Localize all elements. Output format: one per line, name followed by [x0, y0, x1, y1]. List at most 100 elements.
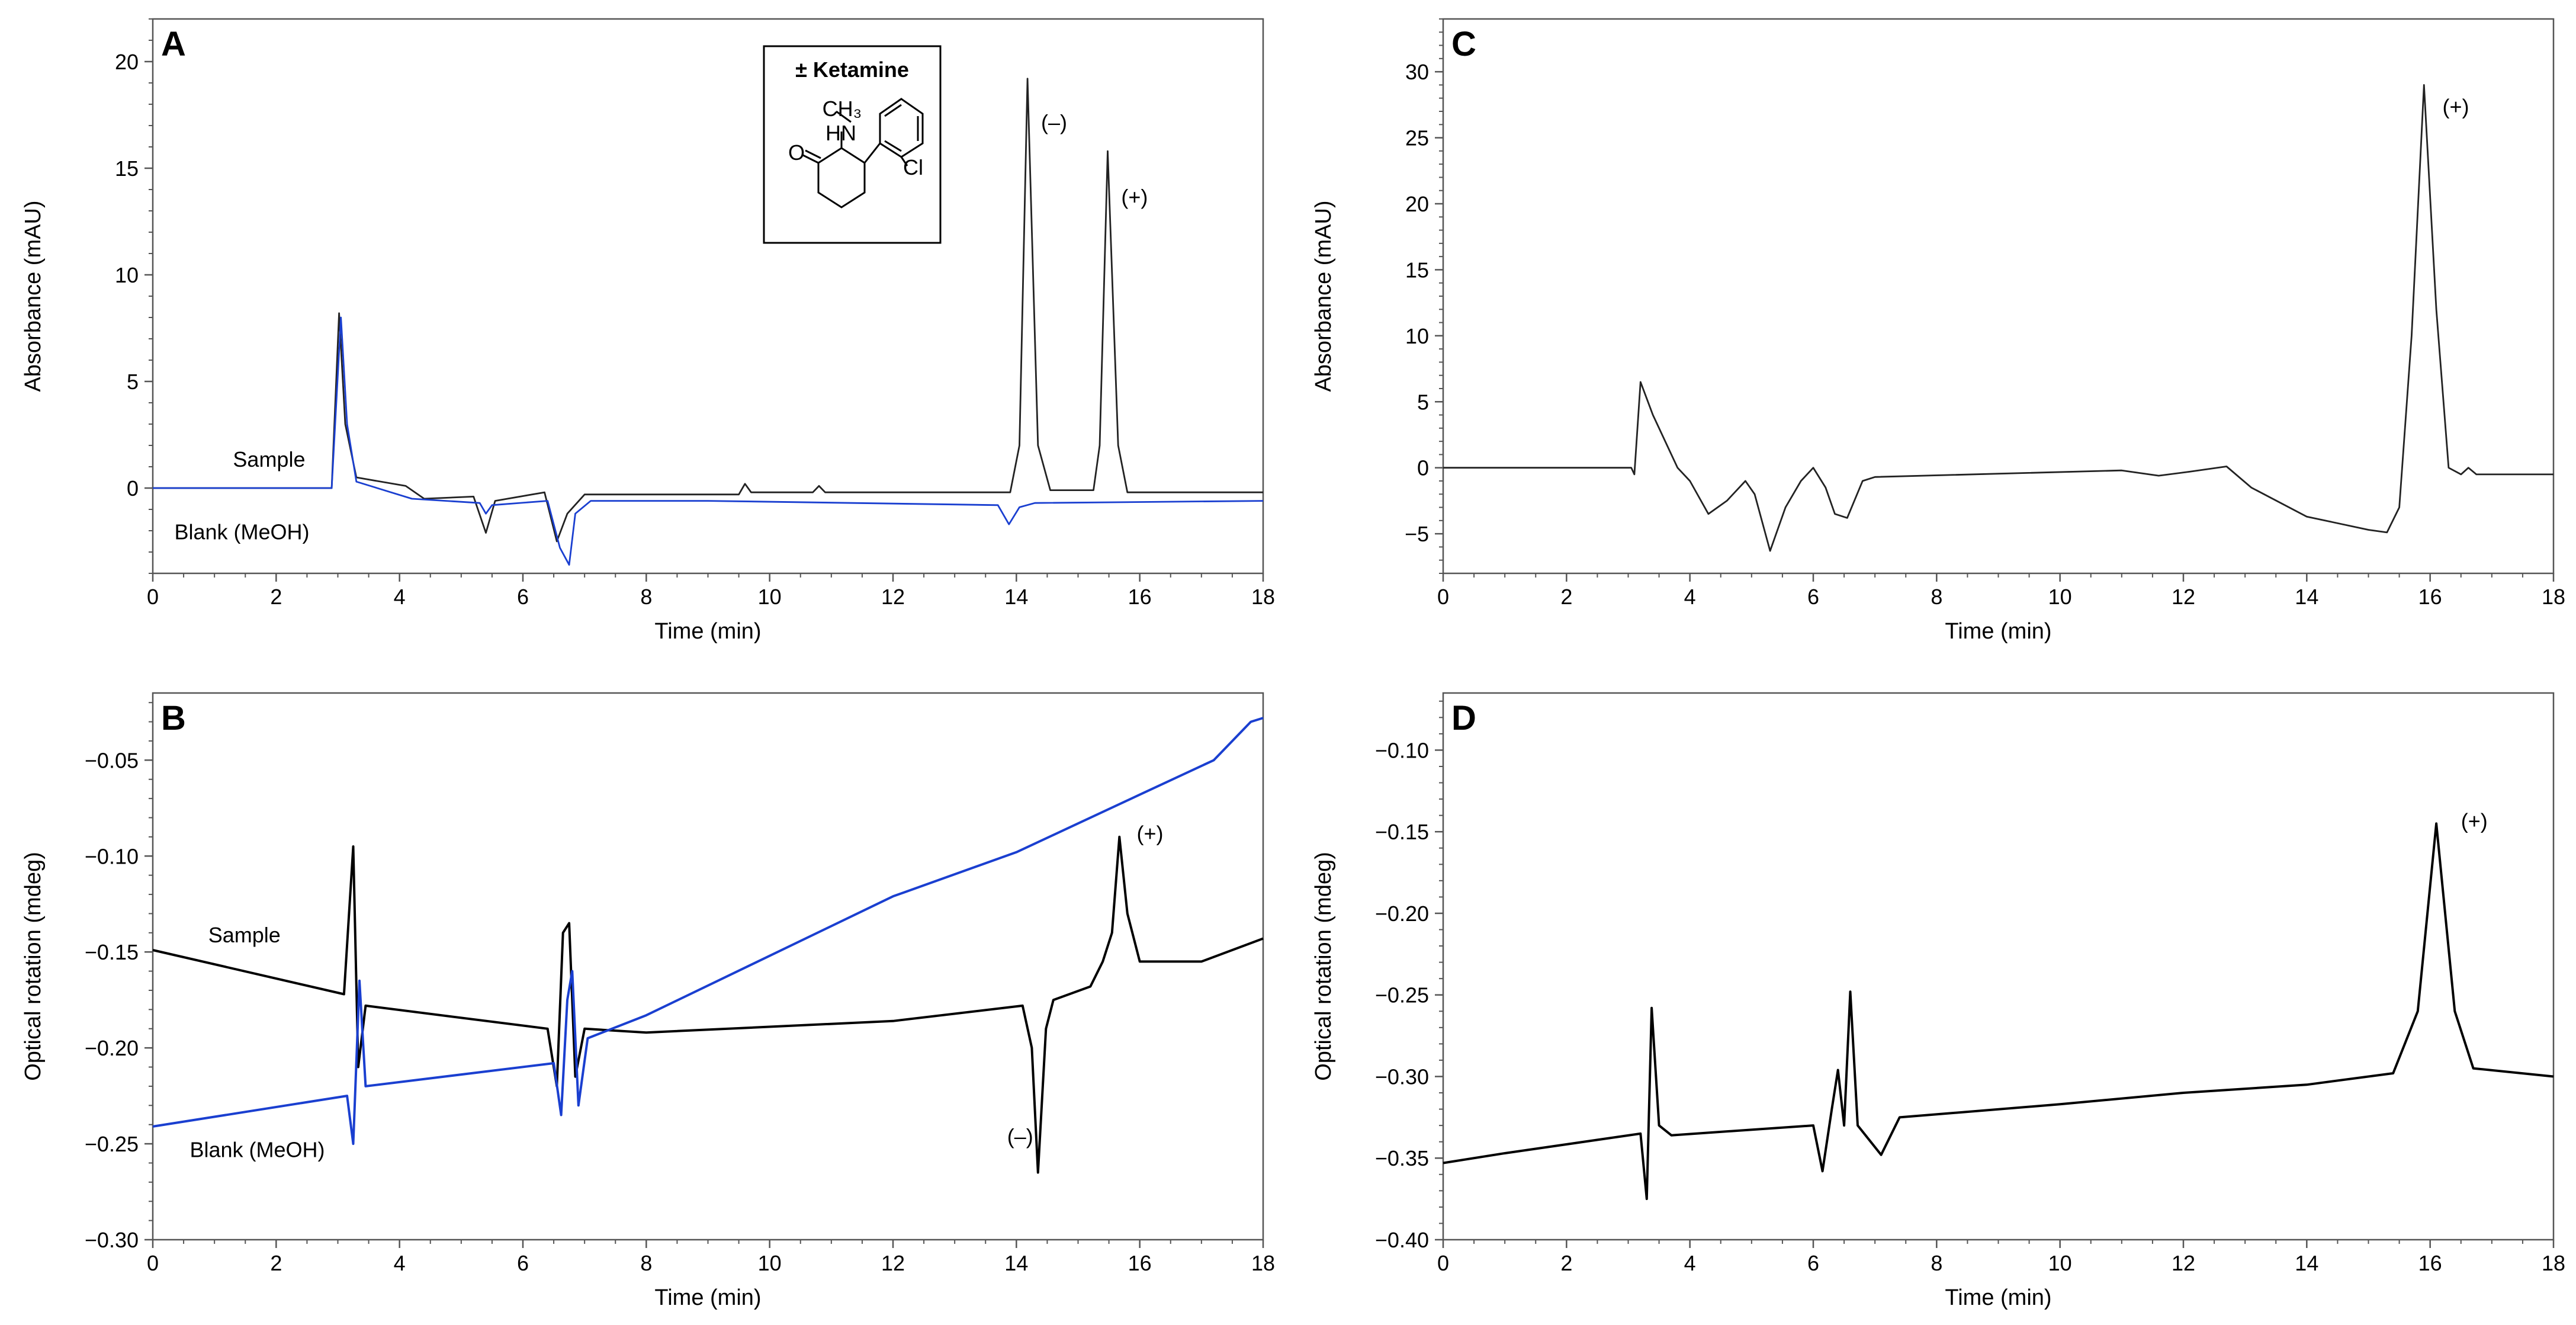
oxygen-label: O [788, 140, 805, 165]
panel-d-x-axis-label: Time (min) [1945, 1285, 2051, 1310]
panel-d-x-tick-label: 10 [2048, 1251, 2072, 1275]
panel-c-annotation-label: (+) [2443, 94, 2469, 118]
panel-d-y-tick-label: −0.40 [1375, 1228, 1429, 1252]
panel-b-series-blank-meoh-line [152, 717, 1264, 1146]
panel-b-y-tick-label: −0.25 [85, 1132, 139, 1156]
panel-b-x-tick-label: 2 [270, 1251, 282, 1275]
panel-a-annotation-blank-meoh: Blank (MeOH) [174, 519, 309, 544]
panel-b-y-axis-label: Optical rotation (mdeg) [21, 852, 46, 1081]
panel-b-y-tick-label: −0.15 [85, 940, 139, 964]
panel-d-annotation-label: (+) [2461, 809, 2488, 833]
panel-c-y-tick-label: 0 [1417, 456, 1429, 480]
panel-c-letter: C [1451, 25, 1476, 63]
panel-c-x-tick-label: 8 [1931, 585, 1942, 609]
panel-a-y-tick-label: 10 [115, 263, 139, 287]
panel-d-x-tick-label: 6 [1807, 1251, 1819, 1275]
panel-b: 0 2 4 6 8 10 12 14 16 18 −0.30 −0.25 −0.20 −0.15 −0.10… [21, 692, 1275, 1310]
panel-b-x-tick-label: 14 [1004, 1251, 1028, 1275]
panel-a: 0 2 4 6 8 10 12 14 16 18 0 5 10 15 20 Time (min) Absorba… [21, 18, 1275, 644]
panel-c-x-tick-label: 10 [2048, 585, 2072, 609]
panel-b-annotation-label: (–) [1007, 1124, 1033, 1148]
panel-d-y-tick-label: −0.10 [1375, 738, 1429, 762]
panel-b-x-tick-label: 8 [640, 1251, 652, 1275]
panel-c-x-axis-label: Time (min) [1945, 619, 2051, 644]
panel-b-annotation-label: (+) [1136, 821, 1163, 845]
panel-b-x-tick-label: 4 [394, 1251, 406, 1275]
panel-b-x-tick-label: 6 [517, 1251, 529, 1275]
chlorine-label: Cl [903, 155, 923, 179]
panel-d-y-tick-label: −0.30 [1375, 1064, 1429, 1089]
panel-a-x-tick-label: 14 [1004, 585, 1028, 609]
panel-c-x-tick-label: 6 [1807, 585, 1819, 609]
panel-a-x-tick-label: 12 [881, 585, 905, 609]
panel-a-x-tick-label: 2 [270, 585, 282, 609]
panel-d-x-tick-label: 8 [1931, 1251, 1942, 1275]
panel-a-x-tick-label: 18 [1251, 585, 1275, 609]
panel-a-x-tick-label: 16 [1128, 585, 1152, 609]
panel-a-x-tick-label: 6 [517, 585, 529, 609]
panel-a-letter: A [161, 25, 186, 63]
panel-b-x-axis-label: Time (min) [654, 1285, 761, 1310]
ketamine-molecule-drawing [802, 98, 924, 208]
methyl-label: CH₃ [823, 97, 862, 121]
panel-b-y-tick-label: −0.05 [85, 748, 139, 772]
panel-c-y-tick-label: 5 [1417, 390, 1429, 414]
panel-c-y-tick-label: −5 [1405, 522, 1429, 546]
panel-a-y-tick-label: 15 [115, 156, 139, 181]
panel-d-letter: D [1451, 699, 1476, 737]
panel-c-y-tick-label: 30 [1405, 60, 1429, 84]
amine-label: HN [826, 121, 856, 145]
panel-b-x-tick-label: 12 [881, 1251, 905, 1275]
panel-d-x-tick-label: 2 [1560, 1251, 1572, 1275]
panel-b-x-tick-label: 10 [758, 1251, 782, 1275]
panel-c-x-tick-label: 14 [2295, 585, 2318, 609]
panel-a-x-tick-label: 0 [147, 585, 159, 609]
panel-c-x-tick-label: 4 [1684, 585, 1696, 609]
panel-c-y-tick-label: 25 [1405, 126, 1429, 150]
panel-d-series-sample-line [1443, 822, 2554, 1201]
inset-frame [763, 45, 942, 244]
panel-b-x-tick-label: 16 [1128, 1251, 1152, 1275]
panel-a-y-axis-label: Absorbance (mAU) [21, 200, 46, 392]
panel-a-x-tick-label: 4 [394, 585, 406, 609]
panel-a-x-tick-label: 10 [758, 585, 782, 609]
panel-c-y-tick-label: 20 [1405, 192, 1429, 216]
panel-a-annotation-label: (–) [1041, 110, 1067, 134]
panel-d-x-tick-label: 18 [2542, 1251, 2565, 1275]
panel-d-y-tick-label: −0.15 [1375, 820, 1429, 844]
panel-c-series-sample-line [1443, 84, 2553, 552]
panel-b-y-tick-label: −0.20 [85, 1036, 139, 1060]
panel-d-y-tick-label: −0.35 [1375, 1146, 1429, 1170]
panel-a-series-blank-meoh-line [153, 316, 1264, 566]
panel-d-x-tick-label: 12 [2172, 1251, 2195, 1275]
panel-b-y-tick-label: −0.30 [85, 1228, 139, 1252]
panel-b-y-tick-label: −0.10 [85, 844, 139, 868]
panel-c-x-tick-label: 2 [1560, 585, 1572, 609]
panel-a-series-sample-line [153, 78, 1263, 543]
panel-d-x-tick-label: 14 [2295, 1251, 2318, 1275]
panel-c-x-tick-label: 12 [2172, 585, 2195, 609]
panel-b-x-tick-label: 0 [147, 1251, 159, 1275]
panel-c-x-tick-label: 16 [2418, 585, 2442, 609]
panel-b-x-tick-label: 18 [1251, 1251, 1275, 1275]
panel-d-x-tick-label: 16 [2418, 1251, 2442, 1275]
panel-d-y-axis-label: Optical rotation (mdeg) [1311, 852, 1336, 1081]
panel-c-x-tick-label: 0 [1437, 585, 1449, 609]
panel-a-x-tick-label: 8 [640, 585, 652, 609]
panel-d-y-tick-label: −0.20 [1375, 901, 1429, 926]
panel-c-y-tick-label: 10 [1405, 324, 1429, 348]
panel-a-annotation-label: (+) [1121, 185, 1148, 209]
panel-b-letter: B [161, 699, 186, 737]
panel-d-y-tick-label: −0.25 [1375, 983, 1429, 1008]
panel-a-x-axis-label: Time (min) [654, 619, 761, 644]
panel-a-annotation-sample: Sample [233, 447, 305, 471]
panel-c-x-tick-label: 18 [2542, 585, 2565, 609]
ketamine-structure-inset: ± Ketamine HN CH₃ Cl O [763, 45, 942, 244]
panel-c-y-tick-label: 15 [1405, 258, 1429, 282]
panel-d-x-tick-label: 0 [1437, 1251, 1449, 1275]
panel-b-annotation-blank-meoh: Blank (MeOH) [190, 1138, 325, 1162]
panel-a-y-tick-label: 0 [127, 476, 139, 501]
panel-c-y-axis-label: Absorbance (mAU) [1311, 200, 1336, 392]
panel-d-x-tick-label: 4 [1684, 1251, 1696, 1275]
